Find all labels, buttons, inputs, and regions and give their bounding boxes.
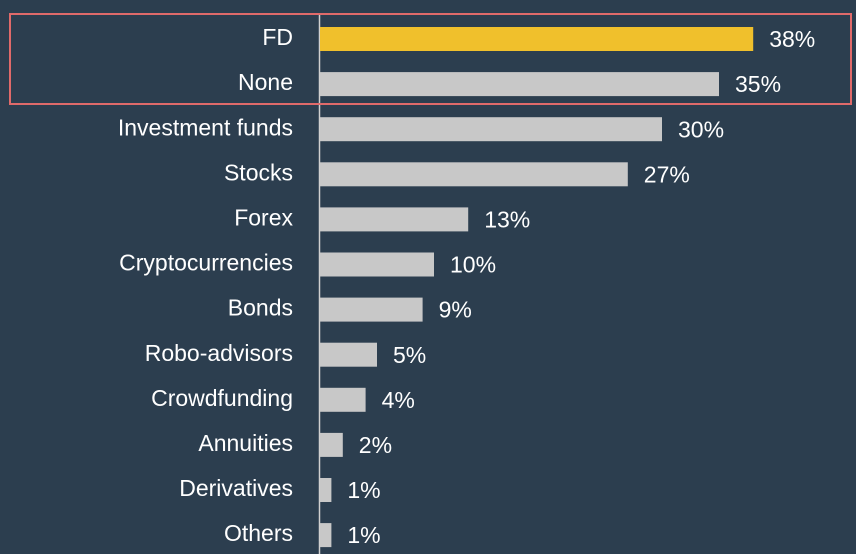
value-label: 27% <box>644 161 690 187</box>
bar <box>320 387 366 412</box>
bar <box>320 297 423 322</box>
value-label: 1% <box>347 477 380 503</box>
category-label: Investment funds <box>118 114 293 140</box>
highlight-box <box>9 13 852 105</box>
category-label: Annuities <box>198 430 293 456</box>
category-label: Robo-advisors <box>145 340 293 366</box>
bar <box>320 207 469 232</box>
value-label: 5% <box>393 342 426 368</box>
category-label: Forex <box>234 204 293 230</box>
category-label: FD <box>262 24 293 50</box>
bar <box>320 432 343 457</box>
value-label: 9% <box>439 297 472 323</box>
bar <box>320 478 332 502</box>
bar <box>320 342 377 367</box>
bar <box>320 72 719 97</box>
value-label: 13% <box>484 206 530 232</box>
value-label: 4% <box>382 387 415 413</box>
category-label: Others <box>224 520 293 546</box>
bar <box>320 27 754 51</box>
category-label: None <box>238 69 293 95</box>
category-label: Derivatives <box>179 475 293 501</box>
value-label: 30% <box>678 116 724 142</box>
category-label: Bonds <box>228 295 293 321</box>
category-label: Cryptocurrencies <box>119 250 293 276</box>
bar <box>320 523 332 548</box>
value-label: 1% <box>347 522 380 548</box>
bar <box>320 162 628 187</box>
value-label: 35% <box>735 71 781 97</box>
value-label: 10% <box>450 252 496 278</box>
value-label: 2% <box>359 432 392 458</box>
bar <box>320 117 662 142</box>
category-label: Stocks <box>224 159 293 185</box>
category-label: Crowdfunding <box>151 385 293 411</box>
value-label: 38% <box>769 26 815 52</box>
bar <box>320 252 434 277</box>
